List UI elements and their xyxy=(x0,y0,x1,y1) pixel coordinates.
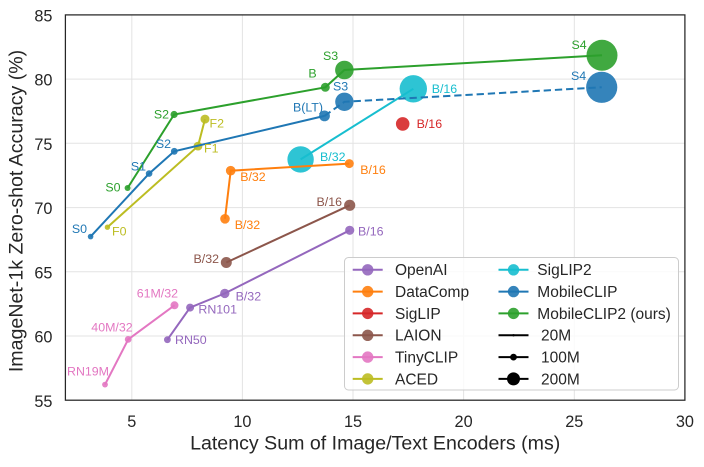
svg-text:S2: S2 xyxy=(154,107,169,121)
svg-text:B/16: B/16 xyxy=(360,163,386,177)
svg-text:40M/32: 40M/32 xyxy=(91,321,132,335)
svg-text:100M: 100M xyxy=(541,350,580,367)
svg-text:B/32: B/32 xyxy=(194,252,220,266)
svg-text:60: 60 xyxy=(34,329,52,347)
svg-text:SigLIP: SigLIP xyxy=(395,306,441,323)
svg-text:5: 5 xyxy=(127,413,136,431)
svg-text:B/32: B/32 xyxy=(240,170,266,184)
svg-text:MobileCLIP2 (ours): MobileCLIP2 (ours) xyxy=(537,306,671,323)
svg-text:B(LT): B(LT) xyxy=(293,101,323,115)
svg-text:S4: S4 xyxy=(572,38,587,52)
svg-text:S4: S4 xyxy=(571,69,586,83)
svg-text:S1: S1 xyxy=(131,160,146,174)
svg-text:B/16: B/16 xyxy=(417,117,443,131)
svg-text:LAION: LAION xyxy=(395,328,442,345)
svg-text:RN101: RN101 xyxy=(198,303,237,317)
svg-text:S3: S3 xyxy=(323,49,338,63)
svg-text:B/32: B/32 xyxy=(235,218,261,232)
svg-text:ACED: ACED xyxy=(395,371,438,388)
svg-text:S0: S0 xyxy=(72,222,87,236)
svg-text:75: 75 xyxy=(34,136,52,154)
svg-text:TinyCLIP: TinyCLIP xyxy=(395,350,458,367)
svg-text:B/32: B/32 xyxy=(320,150,346,164)
svg-text:B/16: B/16 xyxy=(358,225,384,239)
svg-text:B/16: B/16 xyxy=(317,195,343,209)
svg-text:61M/32: 61M/32 xyxy=(137,287,178,301)
svg-text:25: 25 xyxy=(565,413,583,431)
svg-text:RN50: RN50 xyxy=(175,333,207,347)
svg-text:Latency Sum of Image/Text Enco: Latency Sum of Image/Text Encoders (ms) xyxy=(190,433,560,455)
svg-text:F0: F0 xyxy=(112,225,127,239)
svg-text:S2: S2 xyxy=(156,137,171,151)
svg-text:80: 80 xyxy=(34,72,52,90)
svg-text:ImageNet-1k Zero-shot Accuracy: ImageNet-1k Zero-shot Accuracy (%) xyxy=(5,50,27,372)
svg-text:65: 65 xyxy=(34,264,52,282)
svg-text:MobileCLIP: MobileCLIP xyxy=(537,284,617,301)
svg-text:55: 55 xyxy=(34,393,52,411)
svg-text:B/32: B/32 xyxy=(236,290,262,304)
svg-text:S0: S0 xyxy=(105,181,120,195)
svg-text:SigLIP2: SigLIP2 xyxy=(537,262,591,279)
svg-text:20: 20 xyxy=(455,413,473,431)
svg-text:RN19M: RN19M xyxy=(67,365,109,379)
svg-text:OpenAI: OpenAI xyxy=(395,262,448,279)
svg-text:S3: S3 xyxy=(333,80,348,94)
svg-text:B: B xyxy=(308,67,316,81)
svg-text:F1: F1 xyxy=(204,142,219,156)
svg-text:200M: 200M xyxy=(541,371,580,388)
svg-text:20M: 20M xyxy=(541,328,571,345)
svg-text:F2: F2 xyxy=(210,117,225,131)
svg-text:B/16: B/16 xyxy=(432,82,458,96)
svg-text:30: 30 xyxy=(676,413,694,431)
svg-text:DataComp: DataComp xyxy=(395,284,469,301)
svg-text:15: 15 xyxy=(344,413,362,431)
svg-text:85: 85 xyxy=(34,8,52,26)
svg-text:70: 70 xyxy=(34,200,52,218)
svg-text:10: 10 xyxy=(233,413,251,431)
